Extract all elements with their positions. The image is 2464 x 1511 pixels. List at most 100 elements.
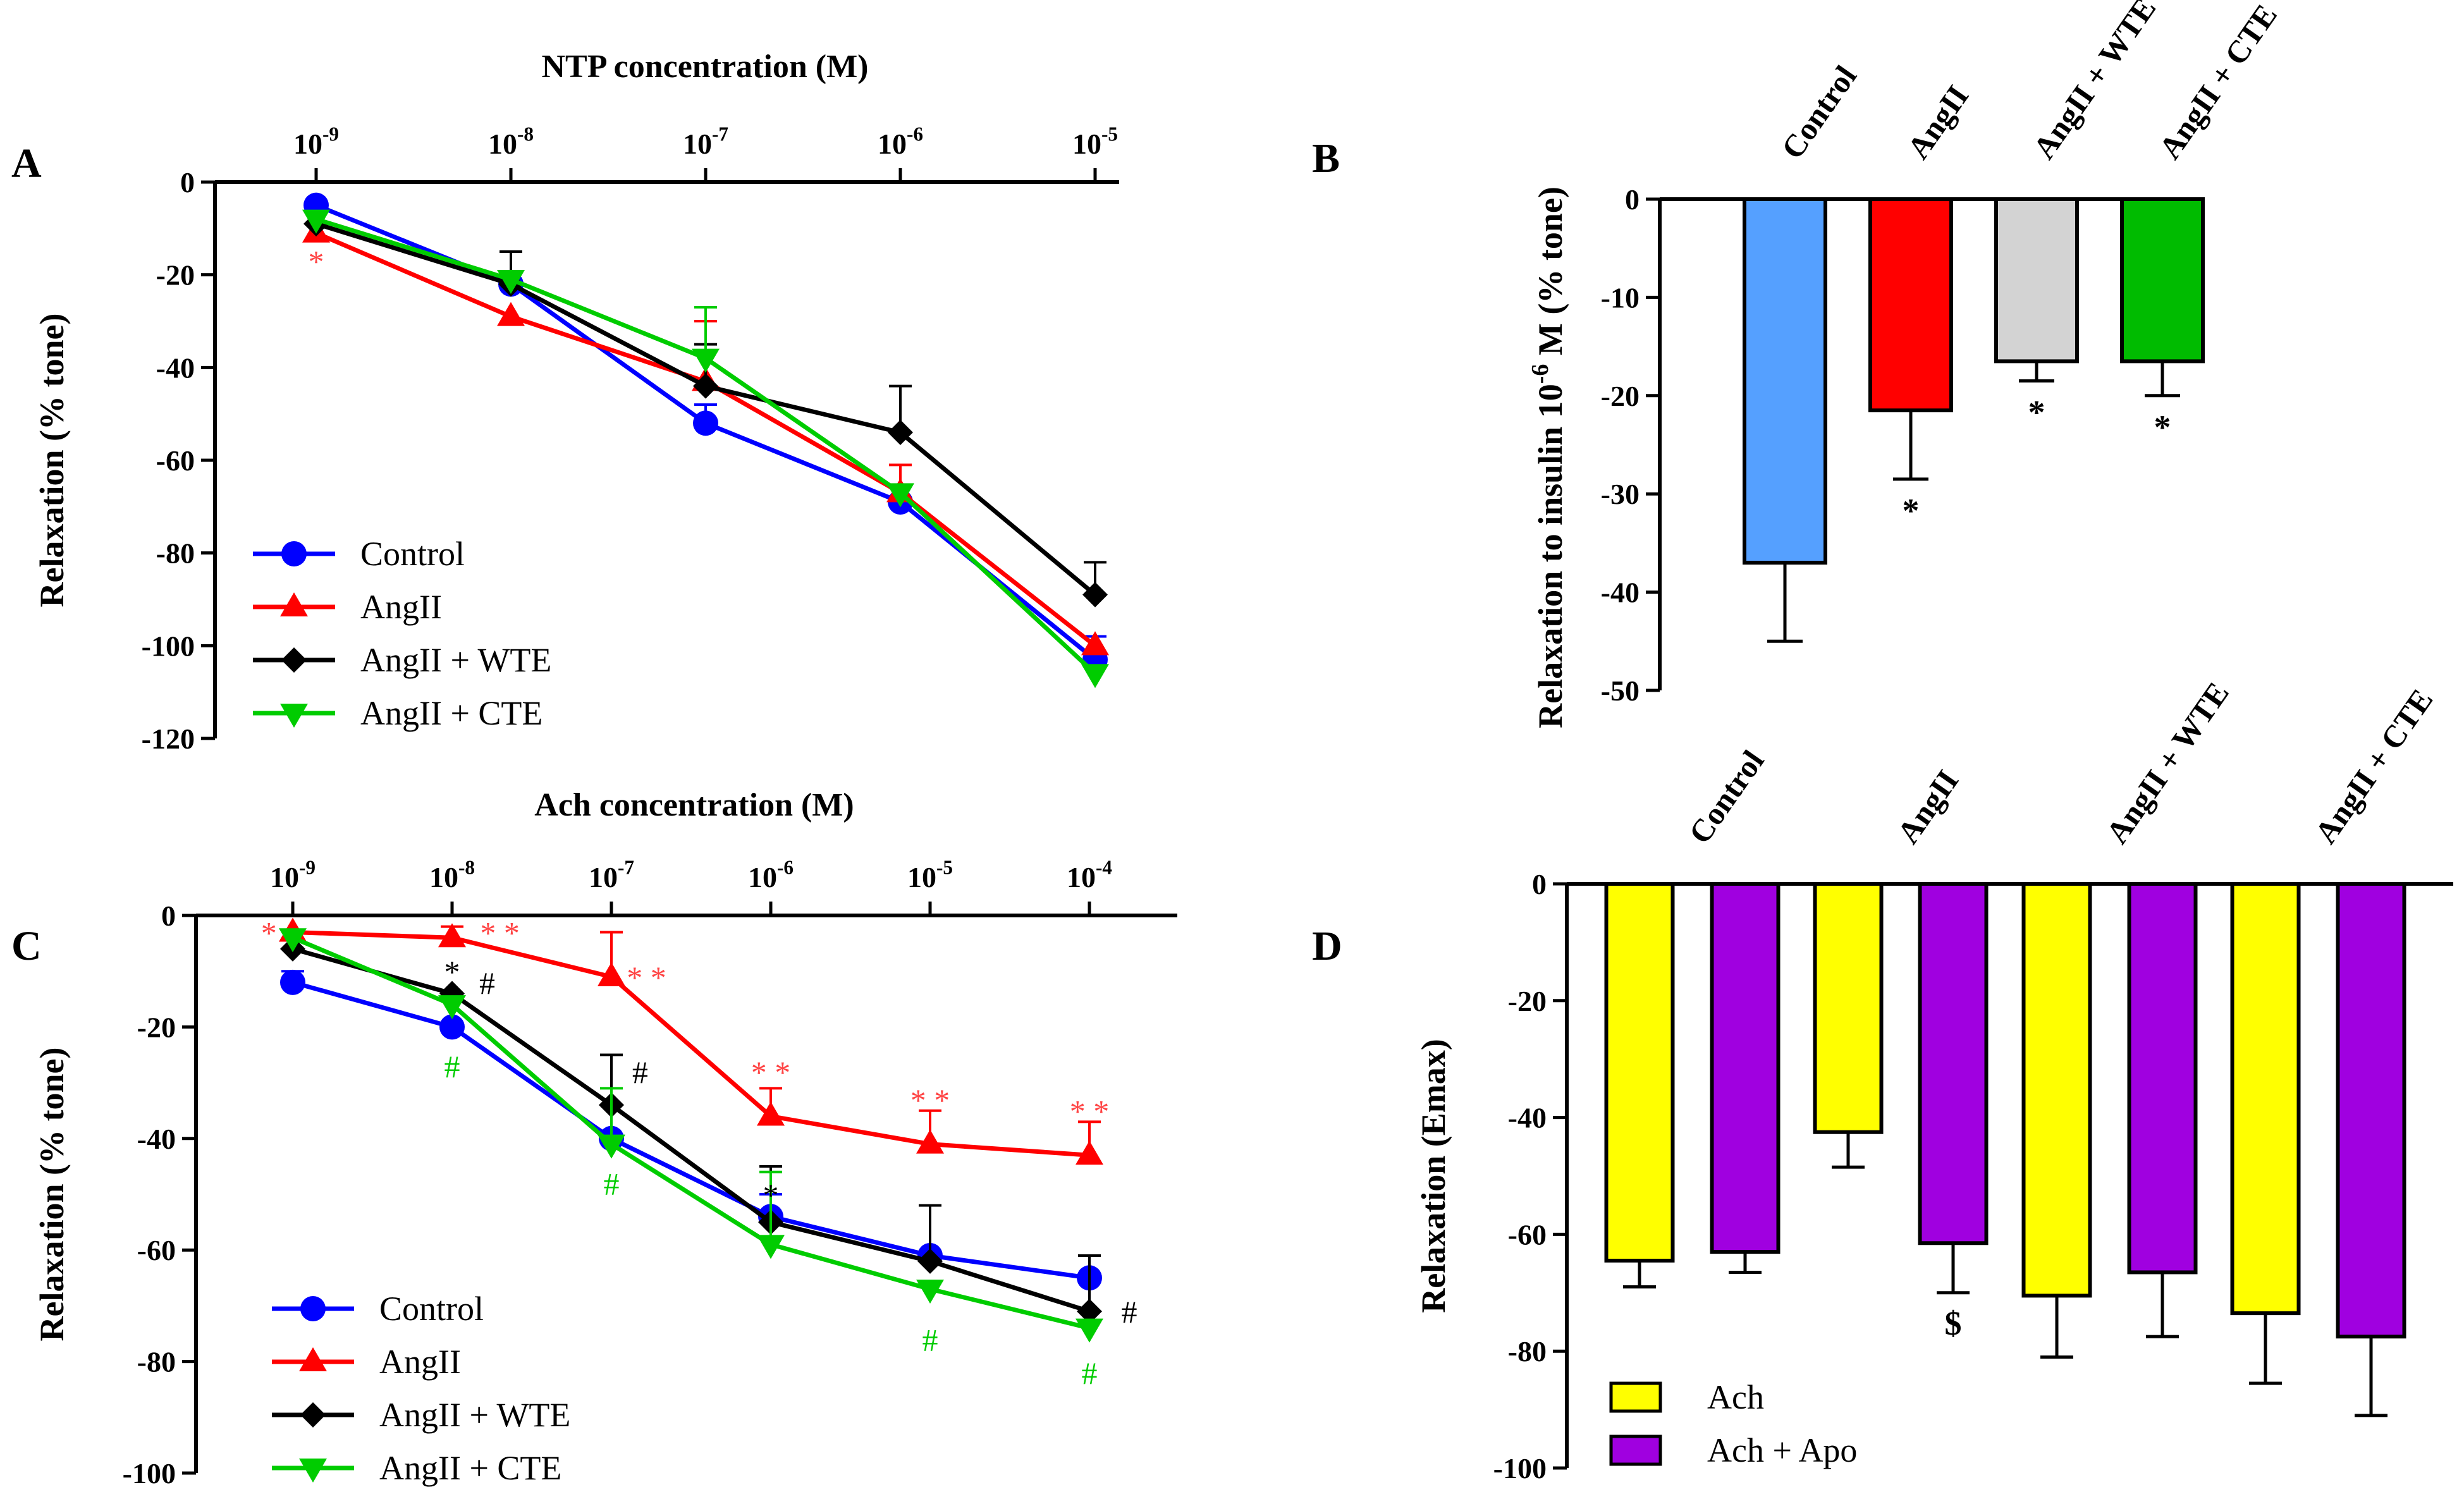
y-tick-label: -20: [1508, 985, 1547, 1017]
bar: [1868, 197, 1953, 413]
data-point: [916, 1279, 944, 1304]
legend-label: AngII + CTE: [379, 1449, 561, 1487]
significance-mark: $: [1945, 1304, 1962, 1342]
y-tick-label: -80: [1508, 1335, 1547, 1367]
y-tick-label: -120: [142, 723, 195, 755]
y-tick-label: -60: [1508, 1218, 1547, 1251]
chart-a: 10-9 10-8 10-7 10-6 10-5 0 -20 -40 -60 -80 -100 -12…: [33, 49, 1119, 755]
panel-label-c: C: [11, 923, 42, 969]
data-point: [916, 1129, 944, 1154]
significance-mark: * *: [627, 960, 666, 995]
y-tick-label: 0: [1532, 868, 1547, 900]
y-tick-label: -100: [1493, 1452, 1547, 1484]
significance-mark: #: [922, 1322, 938, 1357]
series-line: [291, 936, 1090, 1331]
data-point: [1082, 582, 1108, 608]
data-point: [757, 1235, 785, 1259]
axis-title: Ach concentration (M): [534, 787, 854, 823]
legend-label: Ach: [1707, 1378, 1764, 1416]
legend-marker: [281, 541, 307, 566]
legend-label: Control: [360, 535, 465, 573]
legend-label: Ach + Apo: [1707, 1431, 1857, 1469]
y-tick-label: -40: [156, 352, 195, 384]
significance-mark: *: [309, 244, 324, 279]
significance-mark: * *: [910, 1082, 950, 1118]
significance-mark: #: [632, 1055, 648, 1090]
series-control: [280, 969, 1102, 1291]
data-point: [1076, 1318, 1103, 1343]
legend-label: Control: [379, 1290, 484, 1328]
bar: [1604, 882, 1675, 1263]
bar: [2336, 882, 2406, 1339]
category-label: AngII + WTE: [2099, 676, 2236, 850]
data-point: [598, 1134, 625, 1159]
legend-marker: [299, 1459, 327, 1483]
chart-c: 10-9 10-8 10-7 10-6 10-5 10-4 0 -20 -40 -60 -80 -10…: [33, 787, 1177, 1490]
y-axis-label: Relaxation (% tone): [33, 1048, 71, 1342]
category-label: AngII: [1890, 763, 1965, 850]
x-tick-label-exp: -9: [299, 856, 316, 878]
legend-marker: [300, 1402, 326, 1428]
panel-label-d: D: [1312, 923, 1342, 969]
y-axis-label: Relaxation (Emax): [1414, 1039, 1452, 1312]
bar: [1918, 882, 1989, 1245]
data-point: [1076, 1141, 1103, 1165]
data-point: [302, 209, 330, 234]
significance-mark: *: [2028, 393, 2045, 431]
x-tick-label-exp: -4: [1096, 856, 1112, 878]
legend-marker: [300, 1296, 326, 1321]
x-tick-label-exp: -8: [458, 856, 475, 878]
significance-mark: *: [444, 954, 460, 989]
y-tick-label: -30: [1601, 478, 1640, 510]
panel-label-a: A: [11, 140, 42, 187]
y-axis-label: Relaxation to insulin 10-6 M (% tone): [1527, 187, 1569, 728]
significance-mark: *: [2154, 408, 2171, 446]
y-tick-label: -80: [137, 1346, 176, 1378]
axis-title: NTP concentration (M): [541, 49, 868, 85]
data-point: [1081, 631, 1109, 656]
y-tick-label: -40: [1601, 577, 1640, 609]
bar: [2021, 882, 2092, 1298]
data-point: [692, 348, 720, 373]
bar: [1813, 882, 1884, 1134]
bar: [1743, 197, 1827, 565]
y-tick-label: -100: [123, 1457, 176, 1490]
bar: [2230, 882, 2301, 1316]
x-tick-label: 10-5: [1072, 123, 1118, 160]
chart-d: 0 -20 -40 -60 -80 -100 Control AngII AngII + WTE…: [1414, 676, 2453, 1484]
x-tick-label: 10-4: [1067, 856, 1112, 893]
y-tick-label: -20: [156, 259, 195, 291]
y-tick-label: -80: [156, 537, 195, 570]
significance-mark: *: [1903, 492, 1920, 530]
legend-swatch: [1609, 1435, 1662, 1466]
y-axis-label: Relaxation (% tone): [33, 314, 71, 608]
series-line: [292, 980, 1090, 1280]
significance-mark: #: [444, 1049, 460, 1084]
data-point: [757, 1101, 785, 1126]
series-angii: [279, 917, 1103, 1165]
x-tick-label-exp: -7: [712, 123, 728, 145]
x-tick-label: 10-9: [270, 856, 316, 893]
significance-mark: *: [763, 1177, 779, 1213]
category-label: Control: [1682, 743, 1771, 850]
series-line: [292, 929, 1090, 1158]
legend-label: AngII + WTE: [360, 641, 551, 679]
category-label: AngII: [1900, 78, 1975, 165]
legend-label: AngII + CTE: [360, 694, 542, 732]
category-label: Control: [1774, 59, 1863, 165]
legend-marker: [280, 704, 308, 728]
panel-label-b: B: [1312, 135, 1340, 181]
legend-marker: [280, 592, 308, 616]
data-point: [497, 270, 525, 294]
significance-mark: #: [1122, 1294, 1137, 1330]
category-label: AngII + WTE: [2026, 0, 2162, 165]
x-tick-label: 10-5: [907, 856, 953, 893]
bar: [2120, 197, 2205, 364]
data-point: [439, 1014, 465, 1040]
legend-label: AngII + WTE: [379, 1396, 570, 1434]
y-tick-label: 0: [180, 166, 195, 199]
x-tick-label-exp: -8: [517, 123, 534, 145]
y-tick-label: 0: [161, 900, 176, 932]
significance-mark: #: [1082, 1355, 1098, 1391]
